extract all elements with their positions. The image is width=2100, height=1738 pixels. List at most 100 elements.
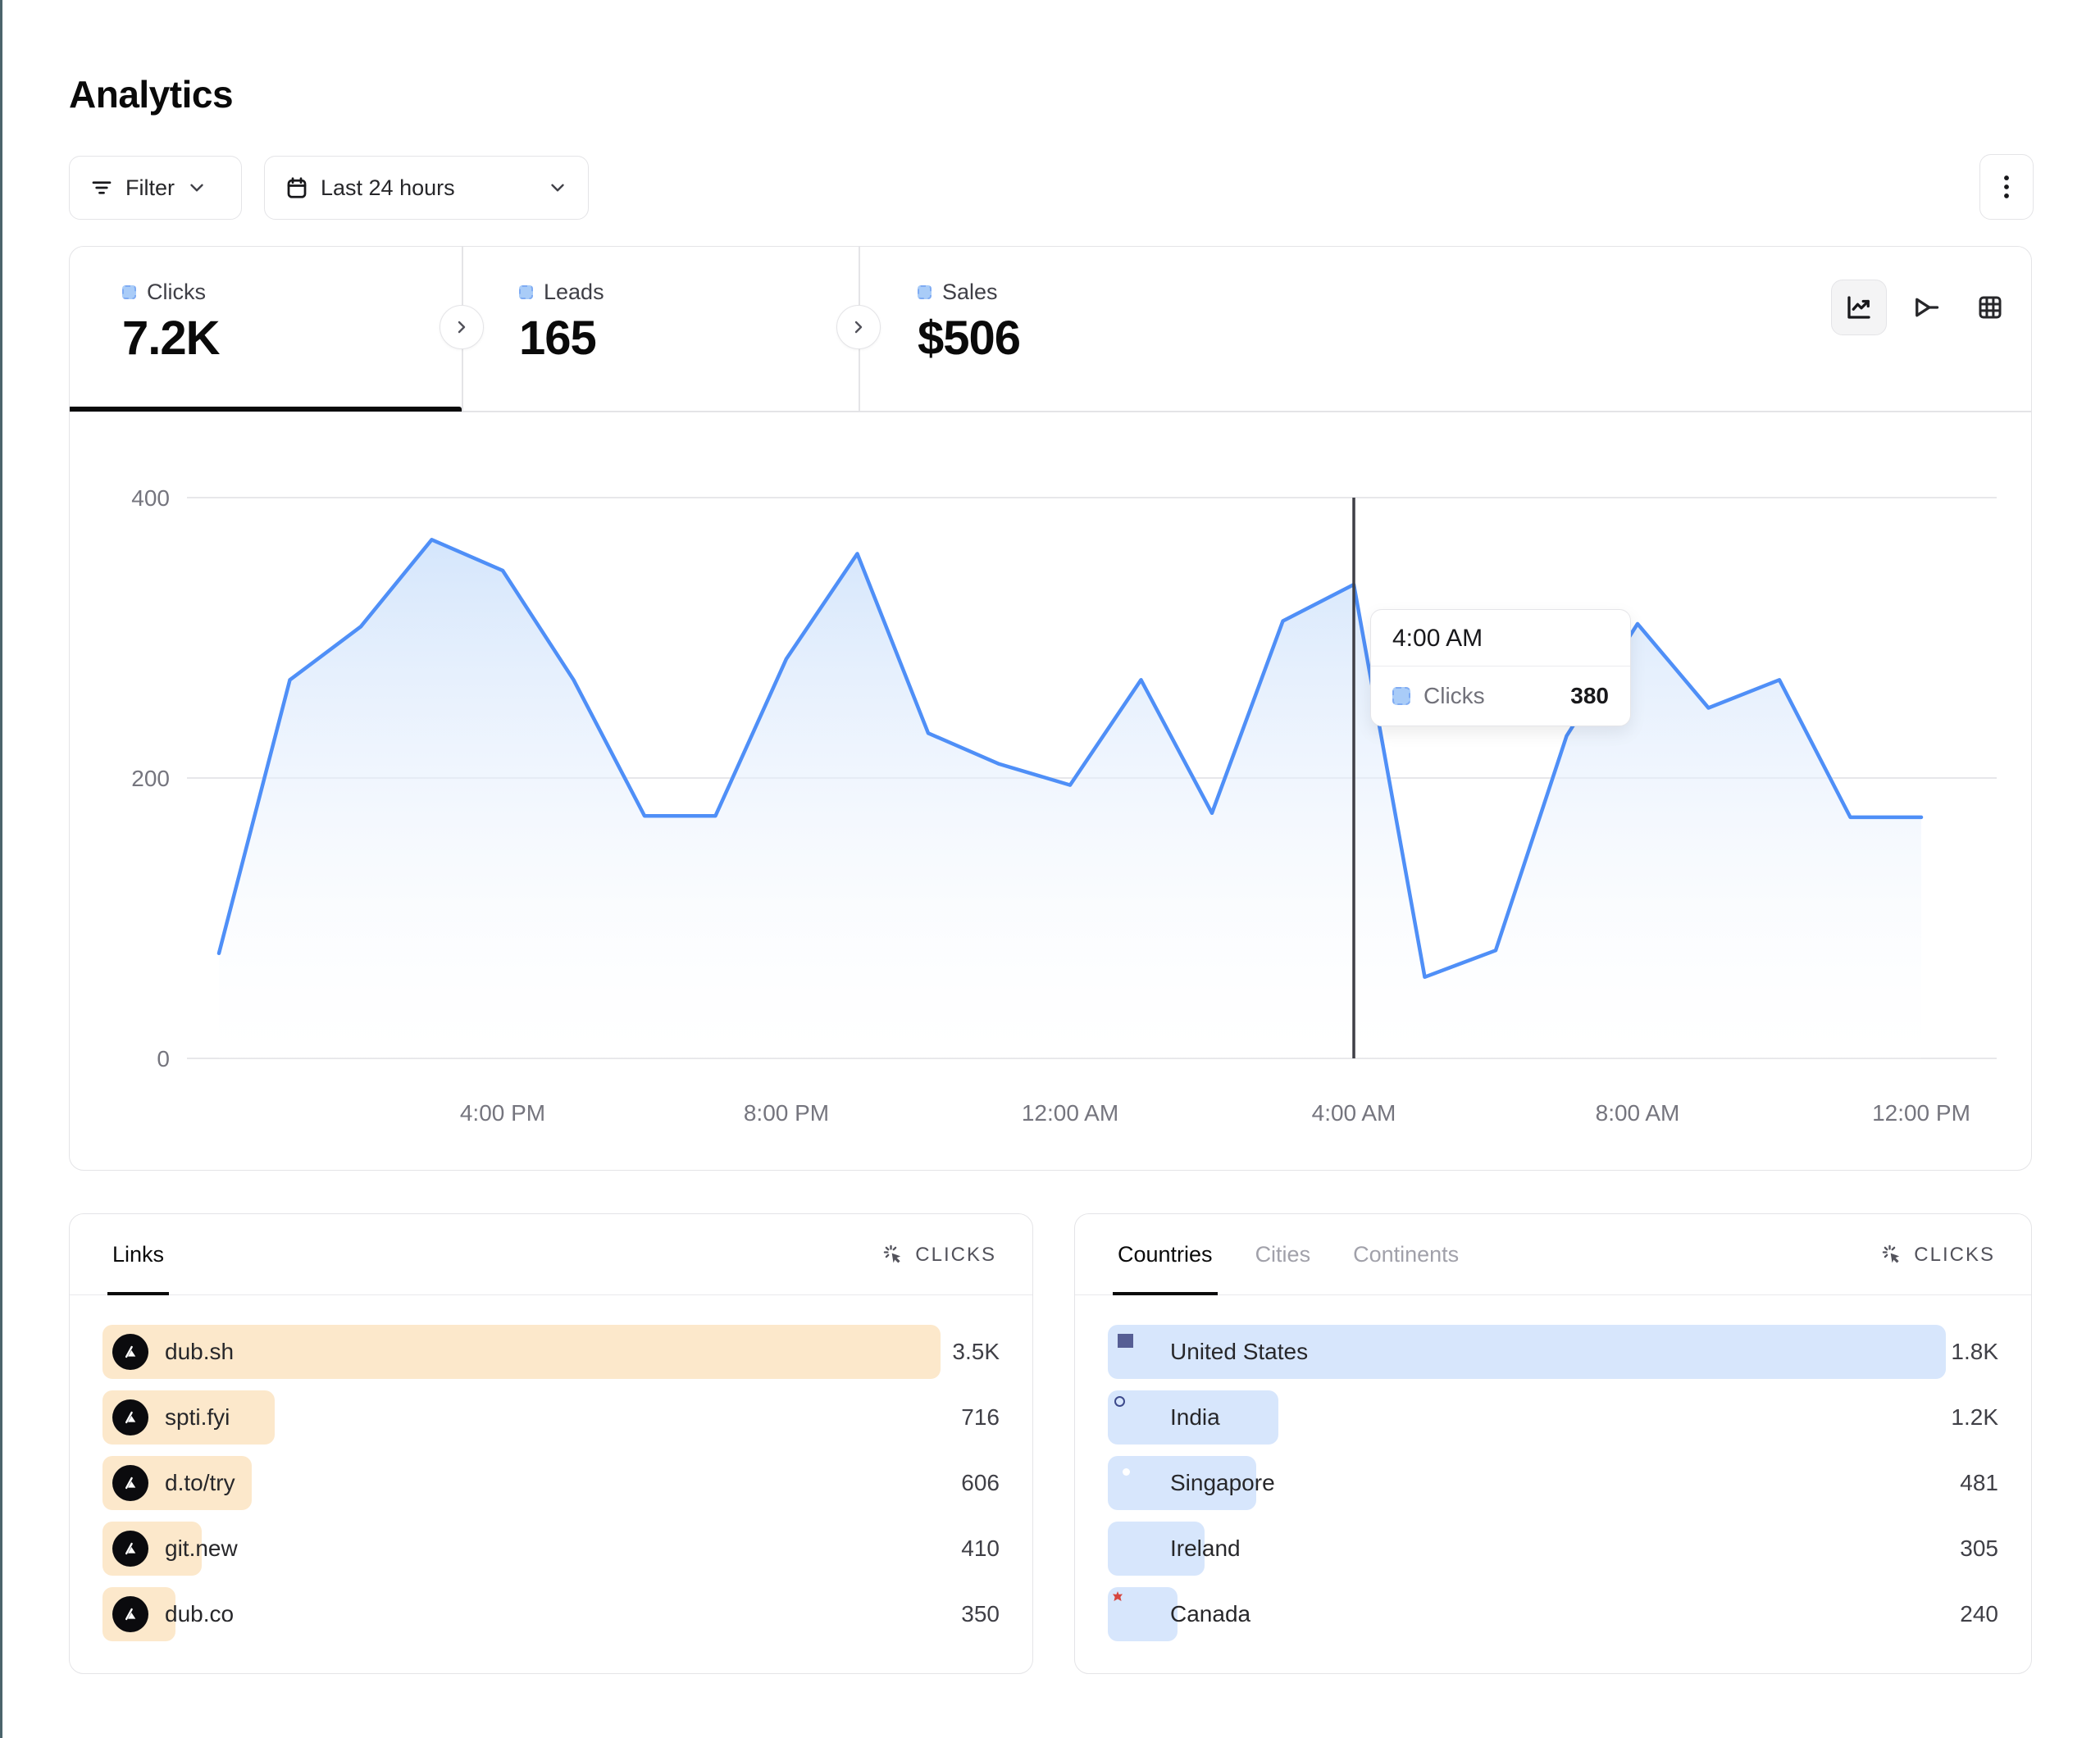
- filter-button[interactable]: Filter: [69, 156, 242, 220]
- stats-row-border: [70, 411, 2031, 412]
- funnel-icon: [1916, 298, 1939, 317]
- tab-continents[interactable]: Continents: [1353, 1242, 1460, 1267]
- line-chart-icon: [1847, 296, 1870, 319]
- tooltip-series-label: Clicks: [1424, 683, 1485, 708]
- dub-logo-icon: [112, 1334, 148, 1370]
- row-value: 410: [961, 1536, 1000, 1561]
- x-axis-label: 8:00 AM: [1596, 1100, 1680, 1126]
- clicks-legend-square: [122, 285, 136, 299]
- row-label: Singapore: [1170, 1470, 1275, 1495]
- chevron-down-icon: [186, 177, 207, 198]
- stat-next-button[interactable]: [440, 305, 484, 349]
- row-label: d.to/try: [165, 1470, 235, 1495]
- row-bar: [1108, 1390, 1278, 1445]
- row-label: Canada: [1170, 1601, 1251, 1627]
- window-edge: [0, 0, 2, 1738]
- row-label: United States: [1170, 1339, 1309, 1364]
- stat-tab-clicks[interactable]: Clicks 7.2K: [70, 247, 462, 411]
- table-grid-icon: [1979, 296, 2002, 319]
- row-value: 3.5K: [952, 1339, 1000, 1364]
- dub-logo-icon: [112, 1399, 148, 1435]
- row-bar: [1108, 1456, 1256, 1510]
- row-value: 481: [1960, 1470, 1998, 1495]
- dub-logo-icon: [112, 1465, 148, 1501]
- tab-cities[interactable]: Cities: [1255, 1242, 1311, 1267]
- stat-value: 165: [519, 312, 597, 365]
- row-value: 305: [1960, 1536, 1998, 1561]
- leads-legend-square: [519, 285, 533, 299]
- y-axis-label: 200: [131, 766, 170, 791]
- date-range-label: Last 24 hours: [321, 175, 455, 200]
- link-row[interactable]: git.new 410: [102, 1522, 1000, 1576]
- stat-value: 7.2K: [122, 312, 221, 365]
- row-bar: [102, 1325, 941, 1379]
- x-axis-label: 4:00 AM: [1312, 1100, 1396, 1126]
- chart-line: [216, 538, 1924, 980]
- view-toggle-funnel[interactable]: [1898, 280, 1954, 335]
- country-row[interactable]: Canada 240: [1108, 1587, 1998, 1641]
- row-value: 240: [1960, 1601, 1998, 1627]
- countries-metric-header[interactable]: CLICKS: [1881, 1214, 1995, 1295]
- active-stat-underline: [70, 407, 462, 412]
- clicks-chart[interactable]: 0 200 400 4:00 PM 8:00 PM 12:00 AM 4:00 AM 8:00…: [70, 411, 2031, 1170]
- dub-logo-icon: [112, 1531, 148, 1567]
- tab-links[interactable]: Links: [107, 1214, 170, 1295]
- chevron-right-icon: [458, 321, 466, 334]
- tab-countries[interactable]: Countries: [1113, 1214, 1218, 1295]
- link-row[interactable]: spti.fyi 716: [102, 1390, 1000, 1445]
- country-row[interactable]: Singapore 481: [1108, 1456, 1998, 1510]
- y-axis-label: 400: [131, 485, 170, 511]
- chevron-right-icon: [854, 321, 863, 334]
- tooltip-time: 4:00 AM: [1371, 610, 1630, 667]
- country-row[interactable]: India 1.2K: [1108, 1390, 1998, 1445]
- tooltip-legend-square: [1392, 687, 1410, 705]
- x-axis-label: 8:00 PM: [744, 1100, 829, 1126]
- countries-panel: Countries Cities Continents CLICKS Unite…: [1074, 1213, 2032, 1674]
- tooltip-value: 380: [1570, 683, 1609, 708]
- row-label: dub.sh: [165, 1339, 235, 1364]
- link-row[interactable]: dub.sh 3.5K: [102, 1325, 1000, 1379]
- country-row[interactable]: United States 1.8K: [1108, 1325, 1998, 1379]
- stat-label: Clicks: [147, 280, 206, 304]
- page-title: Analytics: [69, 73, 234, 116]
- stat-value: $506: [918, 312, 1021, 365]
- filter-icon: [89, 175, 114, 200]
- row-label: spti.fyi: [165, 1404, 230, 1430]
- row-value: 350: [961, 1601, 1000, 1627]
- x-axis-label: 4:00 PM: [460, 1100, 545, 1126]
- y-axis-label: 0: [157, 1046, 170, 1071]
- row-label: Ireland: [1170, 1536, 1241, 1561]
- chart-tooltip: 4:00 AM Clicks 380: [1370, 609, 1631, 726]
- row-label: git.new: [165, 1536, 238, 1561]
- chart-area-fill: [219, 539, 1921, 1058]
- stat-label: Sales: [942, 280, 998, 304]
- date-range-button[interactable]: Last 24 hours: [264, 156, 589, 220]
- stat-next-button[interactable]: [836, 305, 881, 349]
- sales-legend-square: [918, 285, 932, 299]
- row-label: India: [1170, 1404, 1220, 1430]
- analytics-card: Clicks 7.2K Leads 165 Sales $506: [69, 246, 2032, 1171]
- link-row[interactable]: dub.co 350: [102, 1587, 1000, 1641]
- row-value: 716: [961, 1404, 1000, 1430]
- country-row[interactable]: Ireland 305: [1108, 1522, 1998, 1576]
- cursor-click-icon: [884, 1244, 901, 1263]
- row-value: 606: [961, 1470, 1000, 1495]
- filter-button-label: Filter: [125, 175, 175, 200]
- chevron-down-icon: [547, 177, 568, 198]
- kebab-menu-button[interactable]: [1979, 154, 2034, 220]
- row-value: 1.8K: [1951, 1339, 1998, 1364]
- x-axis-label: 12:00 AM: [1022, 1100, 1118, 1126]
- x-axis-label: 12:00 PM: [1872, 1100, 1970, 1126]
- cursor-click-icon: [1883, 1244, 1900, 1263]
- link-row[interactable]: d.to/try 606: [102, 1456, 1000, 1510]
- stat-tab-sales[interactable]: Sales $506: [859, 247, 1285, 411]
- dub-logo-icon: [112, 1596, 148, 1632]
- view-toggle-line-chart[interactable]: [1831, 280, 1887, 335]
- stat-label: Leads: [544, 280, 604, 304]
- links-panel: Links CLICKS dub.sh 3.5K spti.fyi 716 d.to/t…: [69, 1213, 1033, 1674]
- view-toggle-table[interactable]: [1962, 280, 2018, 335]
- stat-tab-leads[interactable]: Leads 165: [462, 247, 859, 411]
- row-label: dub.co: [165, 1601, 235, 1627]
- links-metric-header[interactable]: CLICKS: [882, 1214, 996, 1295]
